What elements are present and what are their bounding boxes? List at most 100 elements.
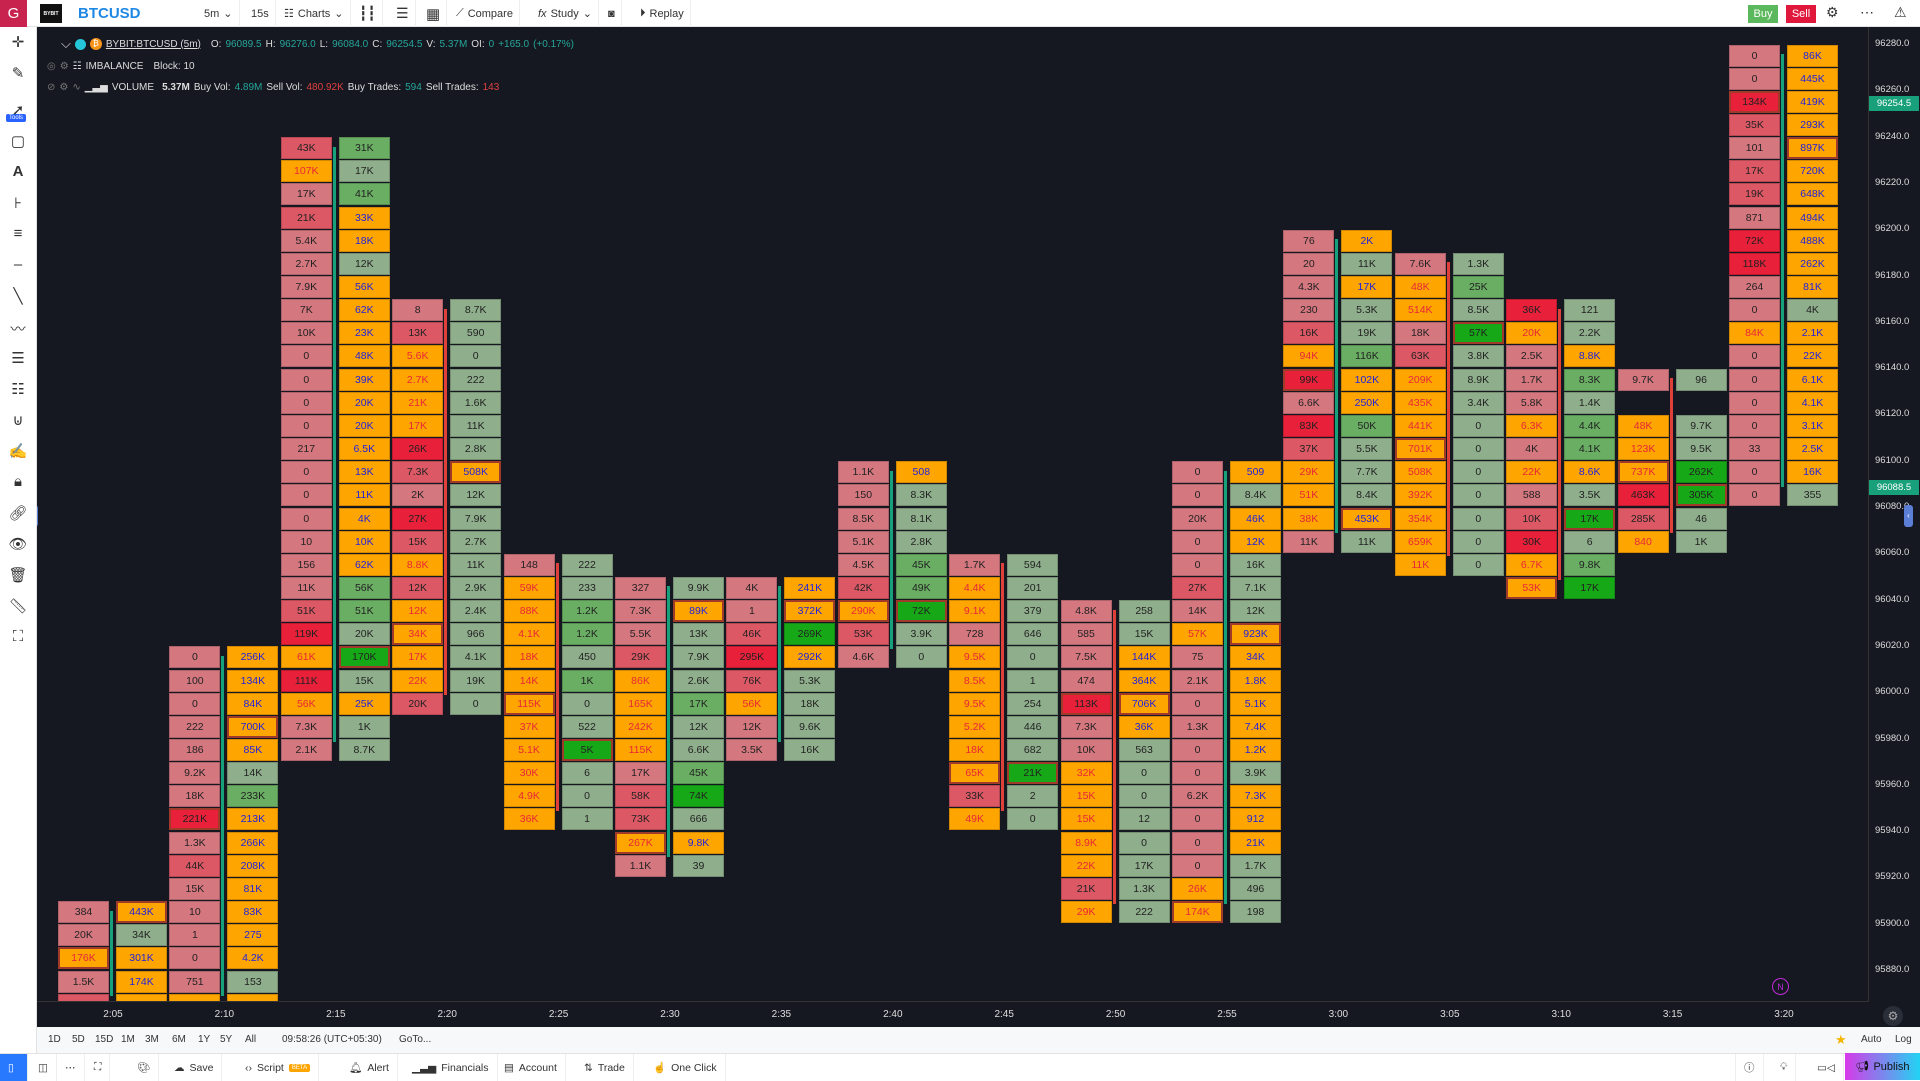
hide-icon[interactable]: ⊘ (47, 82, 56, 93)
settings-icon[interactable]: ⚙ (59, 61, 69, 72)
alert-button[interactable]: 🔔︎ Alert (341, 1054, 398, 1081)
footprint-cell: 0 (450, 692, 502, 715)
footprint-cell: 305K (1675, 484, 1727, 507)
script-button[interactable]: ‹› Script BETA (237, 1054, 320, 1081)
lock-icon[interactable]: 🔒︎ (14, 473, 22, 490)
left-panel-handle[interactable] (37, 505, 38, 527)
buy-button[interactable]: Buy (1748, 5, 1778, 23)
footprint-cell: 2.7K (392, 368, 444, 391)
stay-drawing-icon[interactable]: ✍ (8, 443, 28, 460)
settings-icon[interactable]: ⚙ (59, 82, 69, 93)
range-5y[interactable]: 5Y (220, 1034, 233, 1045)
range-1y[interactable]: 1Y (198, 1034, 211, 1045)
zoom-region-icon[interactable]: ⛶ (12, 628, 24, 645)
footprint-button[interactable]: ☰ (390, 0, 416, 27)
pattern-icon[interactable]: ☰ (11, 350, 25, 367)
more-icon[interactable]: ⋯ (1860, 4, 1874, 20)
alert-triangle-icon[interactable]: ⚠ (1894, 4, 1907, 20)
cursor-icon[interactable]: ➚ (11, 102, 25, 119)
trade-button[interactable]: ⇅ Trade (576, 1054, 634, 1081)
save-button[interactable]: ☁ Save (166, 1054, 223, 1081)
fullscreen-button[interactable]: ⛶ (86, 1054, 111, 1081)
axis-collapse-handle[interactable]: ‹ (1904, 505, 1913, 527)
marker-badge[interactable]: N (1772, 978, 1789, 995)
footprint-cell: 2.4K (450, 600, 502, 623)
goto-button[interactable]: GoTo... (399, 1034, 432, 1045)
pencil-icon[interactable]: ✎ (11, 65, 25, 82)
measure-icon[interactable]: ⊦ (14, 195, 22, 212)
symbol-name[interactable]: BTCUSD (78, 5, 141, 22)
magnet-icon[interactable]: ⊍ (12, 412, 24, 429)
rectangle-icon[interactable]: ▢ (10, 133, 26, 150)
footprint-cell: 8.5K (949, 669, 1001, 692)
candles-button[interactable]: ┇┇ (353, 0, 383, 27)
trend-line-icon[interactable]: ╲ (13, 288, 23, 305)
charts-dropdown[interactable]: ☷ Charts ⌄ (278, 0, 351, 27)
footprint-plot[interactable]: 38420K176K1.5K47K443K34K301K174K44K01000… (37, 27, 1868, 1002)
range-1d[interactable]: 1D (48, 1034, 61, 1045)
help-button[interactable]: ⓘ (1735, 1054, 1764, 1081)
sub-interval-button[interactable]: 15s (245, 0, 276, 27)
footprint-cell: 217 (280, 438, 332, 461)
range-1m[interactable]: 1M (121, 1034, 135, 1045)
single-layout-button[interactable]: ▯ (0, 1054, 28, 1081)
range-6m[interactable]: 6M (172, 1034, 186, 1045)
compare-button[interactable]: ⟋ Compare (450, 0, 520, 27)
trash-icon[interactable]: 🗑︎ (8, 567, 28, 584)
sell-button[interactable]: Sell (1786, 5, 1816, 23)
collapse-chevron-icon[interactable]: ⌵ (61, 36, 71, 51)
range-all[interactable]: All (245, 1034, 257, 1045)
split-layout-button[interactable]: ◫ (30, 1054, 57, 1081)
footprint-cell: 11K (1341, 530, 1393, 553)
horizontal-line-icon[interactable]: – (13, 256, 23, 273)
range-15d[interactable]: 15D (95, 1034, 114, 1045)
legend-symbol[interactable]: BYBIT:BTCUSD (5m) (105, 38, 201, 50)
theme-button[interactable]: 🎨︎ (129, 1054, 160, 1081)
one-click-button[interactable]: ☝ One Click (645, 1054, 726, 1081)
more-layouts-button[interactable]: ⋯ (57, 1054, 85, 1081)
ideas-button[interactable]: 💡︎ (1772, 1054, 1797, 1081)
video-button[interactable]: ▭◁ (1809, 1054, 1844, 1081)
eye-icon[interactable]: 👁︎ (8, 536, 28, 553)
footprint-cell: 8.9K (1452, 368, 1504, 391)
publish-button[interactable]: 📢︎ Publish (1845, 1053, 1920, 1080)
layout-button[interactable]: ▦ (420, 0, 448, 27)
fib-icon[interactable]: ≡ (13, 225, 23, 242)
footprint-cell: 8 (392, 299, 444, 322)
app-logo[interactable]: G (0, 0, 27, 27)
snapshot-button[interactable]: ◙ (602, 0, 622, 27)
footprint-cell: 100 (169, 669, 221, 692)
footprint-cell: 1.7K (949, 553, 1001, 576)
video-icon: ▭◁ (1817, 1061, 1835, 1074)
footprint-cell: 3.4K (1452, 391, 1504, 414)
financials-button[interactable]: ▁▃▅ Financials (404, 1054, 498, 1081)
price-axis[interactable]: 96280.0 96260.0 96240.0 96220.0 96200.0 96180… (1868, 27, 1920, 1002)
candle-body (778, 586, 782, 742)
path-icon[interactable]: 〰 (10, 321, 26, 338)
axis-settings-icon[interactable]: ⚙ (1883, 1006, 1903, 1026)
footprint-cell: 46K (1230, 507, 1281, 530)
ruler-icon[interactable]: 📏︎ (8, 598, 28, 615)
replay-button[interactable]: ⏵ Replay (634, 0, 691, 27)
link-icon[interactable]: 🔗︎ (8, 505, 28, 522)
study-dropdown[interactable]: fx Study ⌄ (532, 0, 599, 27)
log-scale-toggle[interactable]: Log (1895, 1034, 1912, 1045)
footprint-cell: 18K (1394, 322, 1446, 345)
range-5d[interactable]: 5D (72, 1034, 85, 1045)
gear-icon[interactable]: ⚙ (1826, 4, 1839, 20)
chart-area[interactable]: 38420K176K1.5K47K443K34K301K174K44K01000… (37, 27, 1920, 1027)
text-icon[interactable]: A (12, 163, 24, 180)
footprint-cell: 8.5K (837, 507, 889, 530)
position-icon[interactable]: ☷ (11, 381, 25, 398)
time-label: 3:15 (1662, 1009, 1683, 1020)
interval-dropdown[interactable]: 5m ⌄ (198, 0, 240, 27)
star-icon[interactable]: ★ (1835, 1032, 1847, 1047)
account-button[interactable]: ▤ Account (496, 1054, 566, 1081)
hide-icon[interactable]: ◎ (47, 61, 56, 72)
footprint-cell: 9.5K (949, 646, 1001, 669)
range-3m[interactable]: 3M (145, 1034, 159, 1045)
clock-time[interactable]: 09:58:26 (UTC+05:30) (282, 1034, 382, 1045)
crosshair-icon[interactable]: ✛ (11, 34, 25, 51)
footprint-cell: 21K (1230, 831, 1281, 854)
auto-scale-toggle[interactable]: Auto (1861, 1034, 1882, 1045)
